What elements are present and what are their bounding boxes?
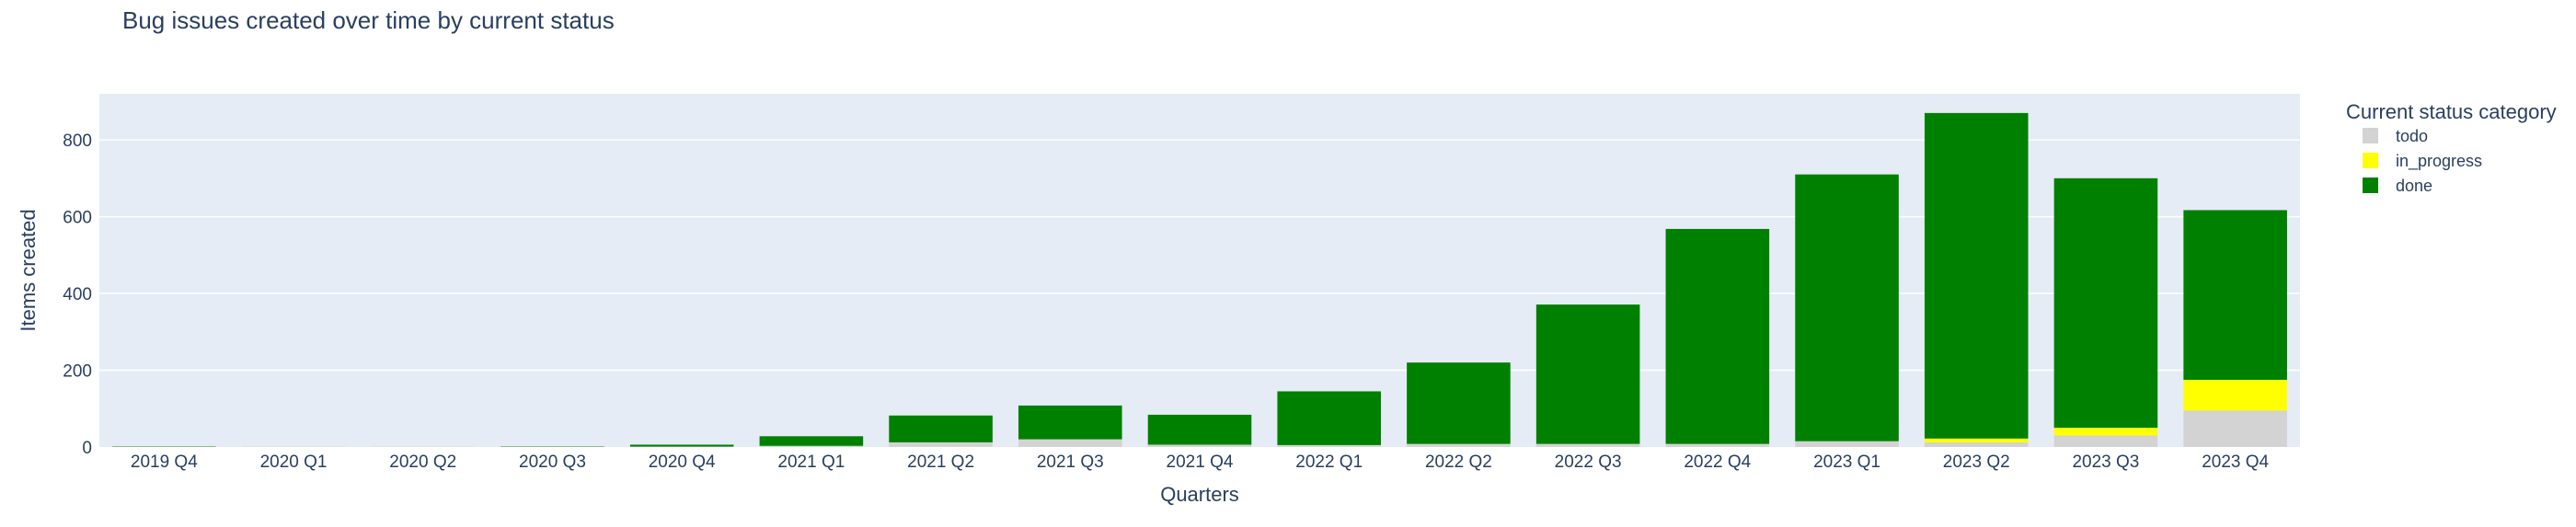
legend-item-todo[interactable]: todo xyxy=(2363,127,2428,145)
x-tick-label: 2021 Q3 xyxy=(1037,453,1104,472)
x-tick-label: 2019 Q4 xyxy=(131,453,198,472)
x-tick-label: 2020 Q3 xyxy=(519,453,586,472)
y-tick-labels: 0 200 400 600 800 xyxy=(63,132,92,458)
legend-label: done xyxy=(2396,177,2432,195)
bar-todo[interactable] xyxy=(1666,444,1770,447)
legend-swatch xyxy=(2363,153,2378,168)
x-tick-label: 2020 Q2 xyxy=(389,453,456,472)
bar-todo[interactable] xyxy=(1277,445,1381,447)
bar-in_progress[interactable] xyxy=(1925,439,2029,442)
legend-label: in_progress xyxy=(2396,152,2482,171)
bar-done[interactable] xyxy=(1666,229,1770,444)
bar-todo[interactable] xyxy=(1018,440,1122,447)
bar-done[interactable] xyxy=(2183,210,2287,379)
y-tick-label: 200 xyxy=(63,362,92,382)
y-tick-label: 800 xyxy=(63,132,92,151)
bar-in_progress[interactable] xyxy=(2183,380,2287,410)
bar-done[interactable] xyxy=(760,436,864,445)
bar-todo[interactable] xyxy=(1536,444,1640,447)
x-tick-label: 2021 Q1 xyxy=(777,453,845,472)
bar-done[interactable] xyxy=(1795,175,1899,441)
bar-todo[interactable] xyxy=(1795,441,1899,447)
chart-title: Bug issues created over time by current … xyxy=(122,6,615,34)
y-tick-label: 600 xyxy=(63,209,92,228)
x-tick-labels: 2019 Q4 2020 Q1 2020 Q2 2020 Q3 2020 Q4 2021 … xyxy=(131,453,2270,472)
x-tick-label: 2021 Q2 xyxy=(907,453,974,472)
legend-item-done[interactable]: done xyxy=(2363,177,2432,195)
y-axis-title: Items created xyxy=(17,209,40,331)
y-tick-label: 400 xyxy=(63,285,92,304)
x-tick-label: 2022 Q3 xyxy=(1555,453,1622,472)
bar-todo[interactable] xyxy=(1148,444,1252,447)
legend-title: Current status category xyxy=(2346,100,2557,123)
bar-done[interactable] xyxy=(889,416,993,442)
x-tick-label: 2020 Q4 xyxy=(649,453,716,472)
legend-swatch xyxy=(2363,128,2378,143)
bar-done[interactable] xyxy=(1536,304,1640,444)
x-tick-label: 2023 Q4 xyxy=(2202,453,2269,472)
bar-done[interactable] xyxy=(2054,178,2158,428)
bar-done[interactable] xyxy=(1925,113,2029,439)
bar-done[interactable] xyxy=(1018,406,1122,440)
bar-done[interactable] xyxy=(630,444,734,446)
legend-label: todo xyxy=(2396,127,2428,145)
bar-todo[interactable] xyxy=(889,442,993,447)
x-tick-label: 2022 Q1 xyxy=(1295,453,1363,472)
x-tick-label: 2023 Q3 xyxy=(2072,453,2139,472)
bar-done[interactable] xyxy=(1277,391,1381,444)
x-axis-title: Quarters xyxy=(1160,483,1239,506)
y-tick-label: 0 xyxy=(82,439,92,458)
x-tick-label: 2021 Q4 xyxy=(1167,453,1234,472)
bar-todo[interactable] xyxy=(1925,442,2029,447)
bar-in_progress[interactable] xyxy=(2054,428,2158,435)
bar-todo[interactable] xyxy=(2054,435,2158,447)
x-tick-label: 2023 Q1 xyxy=(1813,453,1880,472)
bar-todo[interactable] xyxy=(2183,410,2287,447)
bar-todo[interactable] xyxy=(760,446,864,447)
bar-done[interactable] xyxy=(1148,415,1252,445)
bar-todo[interactable] xyxy=(1407,444,1511,447)
bar-done[interactable] xyxy=(1407,362,1511,443)
legend: Current status category todo in_progressd… xyxy=(2346,100,2557,195)
legend-item-in_progress[interactable]: in_progress xyxy=(2363,152,2482,171)
x-tick-label: 2022 Q4 xyxy=(1684,453,1751,472)
x-tick-label: 2023 Q2 xyxy=(1943,453,2010,472)
x-tick-label: 2020 Q1 xyxy=(260,453,328,472)
legend-swatch xyxy=(2363,178,2378,193)
x-tick-label: 2022 Q2 xyxy=(1425,453,1492,472)
